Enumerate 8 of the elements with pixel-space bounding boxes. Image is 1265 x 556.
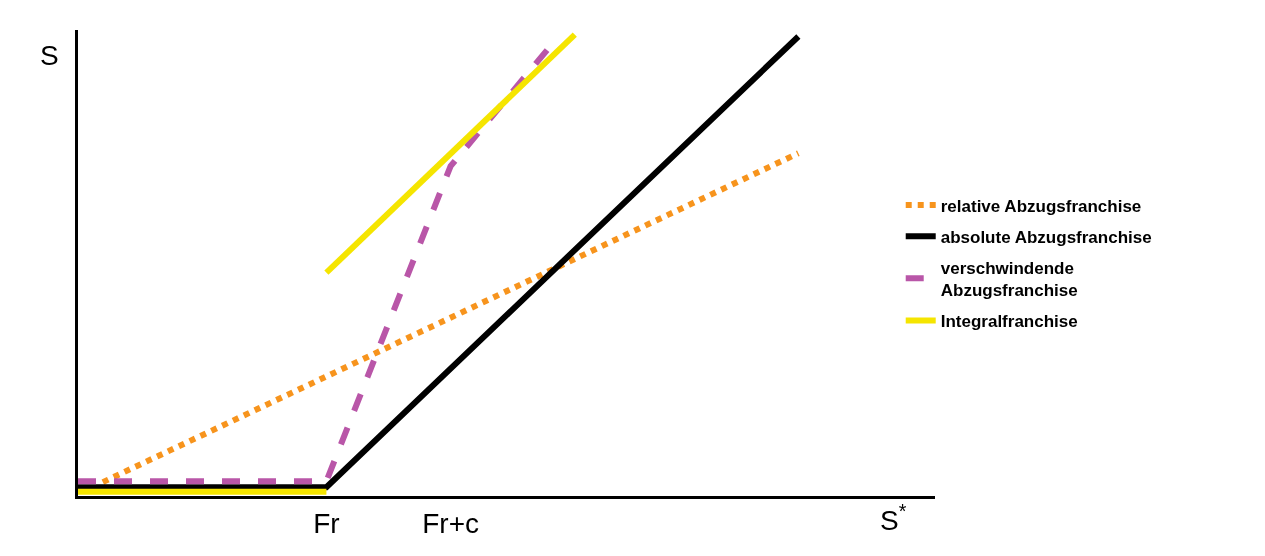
x-tick-label: Fr+c [422,507,479,539]
legend-label: Integralfranchise [940,312,1078,332]
x-tick-label: Fr [313,507,340,539]
legend-label: verschwindende Abzugsfranchise [940,258,1078,300]
legend-label: relative Abzugsfranchise [940,196,1142,216]
legend-label: absolute Abzugsfranchise [940,227,1152,247]
y-axis-title: S [40,40,59,71]
x-axis-title: S$^{*}$ [880,500,907,536]
